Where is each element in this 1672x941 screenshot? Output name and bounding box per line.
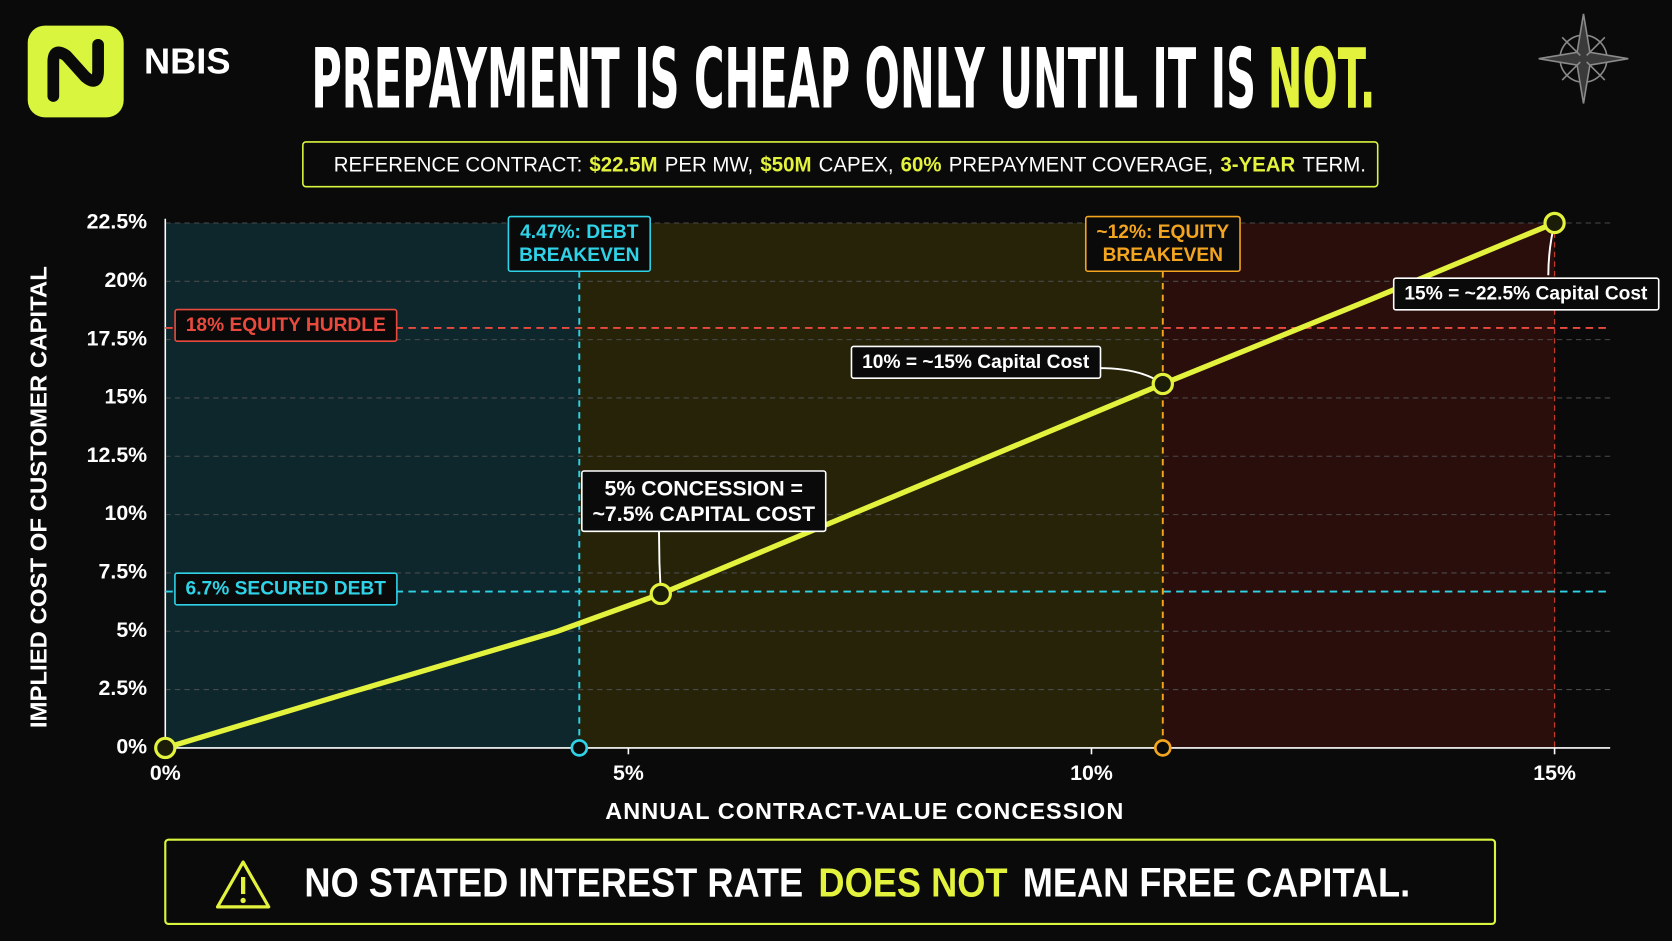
subtitle-segment: TERM. <box>1302 152 1366 176</box>
reference-label-text: 6.7% SECURED DEBT <box>186 579 387 600</box>
annotation-box <box>850 345 1102 379</box>
plot-area: 0% 2.5% 5% 7.5% 10% 12.5% 15% 17.5% 20% 22.5% 0% 5%… <box>26 210 1660 824</box>
x-tick-label: 0% <box>150 761 181 785</box>
y-tick-label: 10% <box>104 501 147 525</box>
y-tick-label: 12.5% <box>87 443 147 467</box>
reference-label-text: ~12%: EQUITY <box>1096 222 1229 243</box>
reference-label-text: BREAKEVEN <box>519 245 639 266</box>
annotation-text: 15% = ~22.5% Capital Cost <box>1404 284 1648 305</box>
reference-label: 18% EQUITY HURDLE <box>174 308 398 343</box>
y-tick-label: 5% <box>116 618 147 642</box>
subtitle-segment: 60% <box>901 152 942 176</box>
point-marker <box>1543 211 1566 235</box>
point-marker <box>154 736 177 760</box>
reference-label-box <box>174 572 398 606</box>
chart-title: PREPAYMENT IS CHEAP ONLY UNTIL IT ISNOT. <box>311 30 1375 127</box>
compass-star <box>1538 13 1629 104</box>
subtitle-segment: PER MW, <box>665 152 754 176</box>
y-tick-label: 15% <box>104 385 147 409</box>
footer-segment: MEAN FREE CAPITAL. <box>1023 859 1410 905</box>
y-tick-label: 2.5% <box>99 676 148 700</box>
reference-label-box <box>174 308 398 343</box>
y-axis-title: IMPLIED COST OF CUSTOMER CAPITAL <box>26 266 52 728</box>
warning-triangle <box>215 860 271 909</box>
subtitle-segment: $50M <box>760 152 811 176</box>
subtitle: REFERENCE CONTRACT:$22.5M PER MW, $50M CAPE… <box>334 152 1366 176</box>
logo-text: NBIS <box>144 41 231 82</box>
footer-segment: NO STATED INTEREST RATE <box>304 859 803 905</box>
annotation: 5% CONCESSION =~7.5% CAPITAL COST <box>581 470 827 533</box>
x-tick-label: 5% <box>613 761 644 785</box>
reference-label: 6.7% SECURED DEBT <box>174 572 398 606</box>
subtitle-segment: $22.5M <box>589 152 657 176</box>
compass <box>1538 13 1629 104</box>
footer-box <box>164 838 1497 925</box>
subtitle-segment: PREPAYMENT COVERAGE, <box>949 152 1213 176</box>
series-line <box>162 220 1558 751</box>
y-tick-label: 7.5% <box>99 560 148 584</box>
annotation-text: 10% = ~15% Capital Cost <box>862 352 1090 373</box>
annotation-text: ~7.5% CAPITAL COST <box>592 502 815 526</box>
point-marker <box>649 582 672 606</box>
warning-icon <box>215 860 271 909</box>
zone <box>165 222 580 748</box>
axis-marker <box>570 739 589 757</box>
subtitle-box <box>302 141 1379 188</box>
footer-segment: DOES NOT <box>818 859 1007 905</box>
footer-text: NO STATED INTEREST RATE DOES NOT MEAN FREE… <box>304 859 1410 905</box>
title-highlight: NOT. <box>1268 30 1376 127</box>
annotation-box <box>581 470 827 533</box>
subtitle-segment: CAPEX, <box>819 152 894 176</box>
y-tick-label: 0% <box>116 735 147 759</box>
warning-dot <box>240 897 246 904</box>
reference-label-text: BREAKEVEN <box>1103 245 1223 266</box>
y-tick-label: 20% <box>104 268 147 292</box>
point-marker <box>1151 372 1174 396</box>
subtitle-segment: REFERENCE CONTRACT: <box>334 152 583 176</box>
annotation-text: 5% CONCESSION = <box>605 476 803 500</box>
title-text: PREPAYMENT IS CHEAP ONLY UNTIL IT IS <box>311 30 1256 127</box>
y-tick-label: 22.5% <box>87 210 147 234</box>
y-tick-label: 17.5% <box>87 326 147 350</box>
x-tick-label: 15% <box>1533 761 1576 785</box>
x-tick-label: 10% <box>1070 761 1113 785</box>
annotation-box <box>1392 277 1660 311</box>
axis-marker <box>1154 739 1172 757</box>
x-axis-title: ANNUAL CONTRACT-VALUE CONCESSION <box>605 798 1124 824</box>
compass-diagonals <box>1561 36 1606 81</box>
subtitle-segment: 3-YEAR <box>1220 152 1295 176</box>
reference-label-text: 18% EQUITY HURDLE <box>186 315 386 336</box>
annotation: 15% = ~22.5% Capital Cost <box>1392 277 1660 311</box>
reference-label-text: 4.47%: DEBT <box>520 222 639 243</box>
annotation: 10% = ~15% Capital Cost <box>850 345 1102 379</box>
logo-glyph <box>47 38 104 102</box>
